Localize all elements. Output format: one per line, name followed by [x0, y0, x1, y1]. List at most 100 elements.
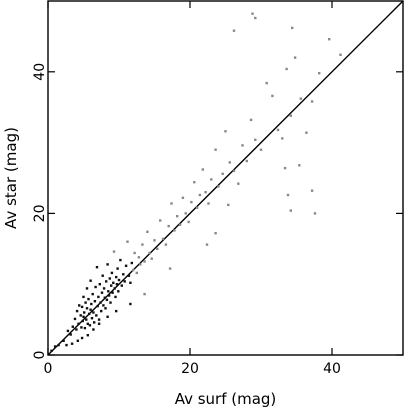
data-point [104, 307, 107, 310]
data-point [232, 169, 236, 173]
data-point [89, 308, 92, 311]
data-point [132, 268, 135, 272]
data-point [204, 191, 207, 194]
data-point [75, 309, 79, 313]
data-point [106, 263, 109, 266]
data-point [65, 343, 68, 347]
data-point [283, 166, 287, 170]
data-point [148, 251, 151, 255]
data-point [187, 220, 190, 224]
data-point [100, 291, 104, 294]
data-point [143, 260, 146, 263]
data-point [167, 224, 170, 228]
data-point [181, 196, 185, 199]
data-point [159, 219, 162, 222]
data-point [153, 239, 156, 242]
data-point [114, 295, 117, 299]
data-point [227, 203, 230, 207]
data-point [91, 292, 94, 296]
data-point [205, 243, 209, 246]
x-tick-label: 20 [181, 361, 199, 377]
data-point [293, 56, 297, 59]
data-point [254, 138, 257, 141]
data-point [53, 345, 57, 348]
data-point [224, 130, 227, 133]
data-point [228, 161, 231, 164]
data-point [281, 137, 284, 140]
data-point [85, 287, 89, 290]
data-point [173, 229, 176, 232]
x-tick-label: 0 [44, 361, 53, 377]
data-point [70, 342, 74, 345]
data-point [168, 267, 172, 270]
data-point [305, 131, 308, 134]
data-point [107, 294, 111, 297]
data-points [50, 12, 342, 352]
data-point [289, 209, 292, 212]
data-point [69, 333, 72, 336]
data-point [328, 38, 331, 41]
data-point [107, 290, 110, 293]
data-point [57, 343, 60, 347]
data-point [112, 281, 115, 284]
data-point [80, 326, 83, 329]
data-point [265, 81, 268, 85]
data-point [50, 349, 53, 352]
data-point [97, 295, 100, 299]
data-point [271, 94, 274, 98]
data-point [164, 243, 168, 246]
data-point [259, 148, 263, 151]
data-point [73, 317, 77, 321]
data-point [90, 317, 94, 320]
data-point [176, 215, 179, 218]
data-point [285, 67, 288, 71]
data-point [221, 172, 224, 175]
data-point [94, 285, 97, 289]
data-point [88, 324, 92, 327]
plot-frame [47, 0, 404, 356]
y-tick-label: 40 [32, 63, 48, 81]
data-point [207, 202, 210, 205]
y-tick-label: 0 [32, 351, 48, 360]
data-point [135, 271, 138, 275]
data-point [276, 128, 280, 132]
data-point [251, 12, 254, 15]
data-point [249, 118, 253, 122]
data-point [99, 301, 102, 304]
data-point [122, 273, 125, 276]
data-point [95, 266, 99, 269]
data-point [193, 181, 196, 184]
data-point [113, 287, 116, 290]
x-tick-label: 40 [323, 361, 341, 377]
data-point [170, 202, 173, 205]
data-point [83, 311, 86, 314]
data-point [129, 281, 132, 284]
data-point [178, 223, 182, 226]
data-point [83, 326, 87, 330]
data-point [80, 305, 84, 309]
data-point [102, 304, 105, 307]
axis-ticks [47, 1, 403, 356]
data-point [78, 304, 81, 307]
data-point [161, 237, 165, 241]
data-point [299, 97, 302, 100]
data-point [106, 315, 109, 318]
data-point [102, 287, 106, 290]
data-point [150, 257, 153, 260]
data-point [109, 301, 112, 304]
data-point [66, 329, 70, 333]
data-point [71, 325, 74, 328]
data-point [310, 100, 314, 103]
data-point [97, 322, 101, 325]
data-point [82, 295, 85, 299]
data-point [245, 159, 248, 163]
data-point [115, 283, 119, 286]
data-point [139, 263, 142, 266]
data-point [77, 322, 80, 325]
data-point [141, 243, 144, 246]
data-point [110, 271, 114, 275]
data-point [318, 72, 321, 75]
data-point [115, 275, 118, 279]
data-point [214, 148, 217, 151]
